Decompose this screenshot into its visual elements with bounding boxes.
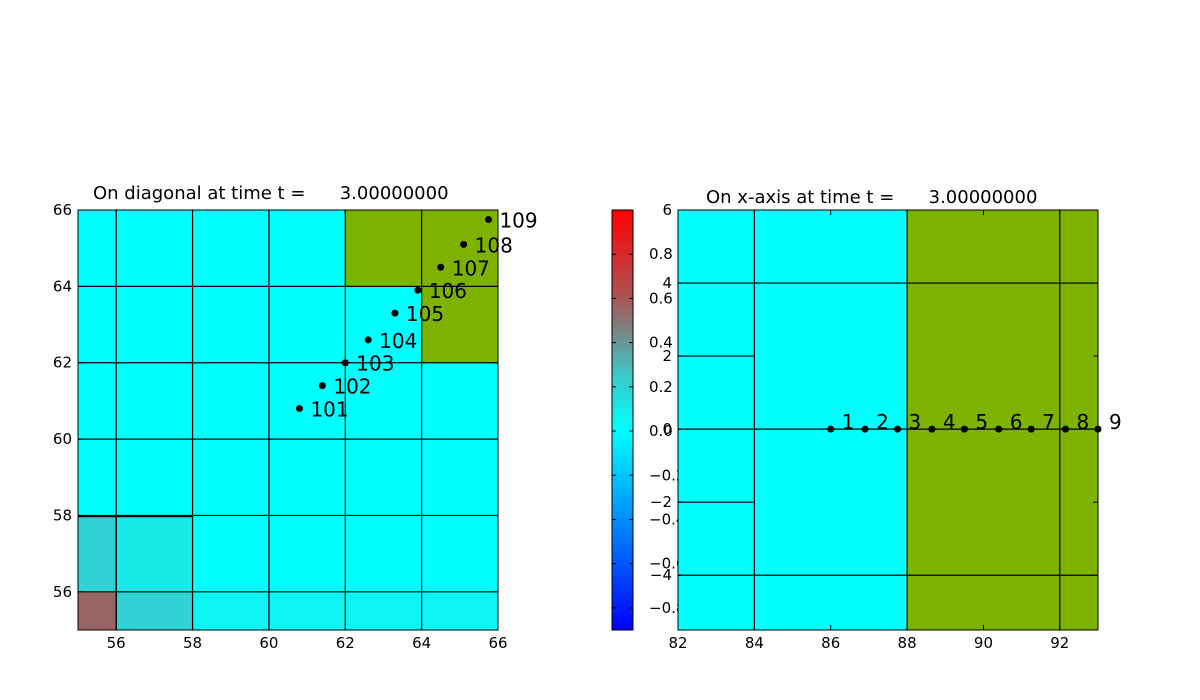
probe-point-label: 104 — [379, 329, 417, 353]
probe-point — [827, 425, 835, 433]
x-tick-label: 62 — [336, 634, 355, 652]
probe-point — [318, 382, 326, 390]
probe-point-label: 101 — [310, 398, 348, 422]
probe-point-label: 6 — [1010, 410, 1023, 434]
probe-point — [960, 425, 968, 433]
probe-point — [391, 309, 399, 317]
probe-point-label: 102 — [333, 375, 371, 399]
heat-cell — [78, 591, 117, 630]
heat-cell — [78, 515, 117, 592]
y-tick-label: 62 — [53, 354, 72, 372]
x-tick-label: 92 — [1050, 634, 1069, 652]
probe-point-label: 109 — [499, 209, 537, 233]
x-axis-panel-title: On x-axis at time t = 3.00000000 — [706, 187, 1037, 208]
y-tick-label: 2 — [662, 347, 672, 365]
heat-cell — [116, 515, 193, 592]
probe-point — [364, 336, 372, 344]
x-tick-label: 64 — [412, 634, 431, 652]
probe-point-label: 108 — [475, 233, 513, 257]
probe-point-label: 9 — [1109, 410, 1122, 434]
colorbar-tick-label: 0.6 — [649, 289, 673, 307]
probe-point — [484, 216, 492, 224]
probe-point-label: 5 — [975, 410, 988, 434]
x-tick-label: 84 — [745, 634, 764, 652]
colorbar-tick-label: −0.2 — [649, 466, 685, 484]
diagonal-plot-frame — [77, 209, 499, 631]
probe-point-label: 1 — [842, 410, 855, 434]
heat-cell — [116, 591, 193, 630]
colorbar: 0.8 0.6 0.4 0.2 0.0 −0.2 −0.4 −0.6 −0.8 — [611, 209, 685, 631]
x-tick-label: 90 — [974, 634, 993, 652]
y-tick-label: 66 — [53, 201, 72, 219]
probe-point — [295, 405, 303, 413]
probe-point-label: 4 — [943, 410, 956, 434]
colorbar-tick-label: 0.8 — [649, 245, 673, 263]
probe-point — [460, 240, 468, 248]
x-tick-label: 56 — [107, 634, 126, 652]
y-tick-label: 0 — [662, 420, 672, 438]
probe-point-label: 7 — [1042, 410, 1055, 434]
y-tick-label: 56 — [53, 583, 72, 601]
x-tick-label: 60 — [259, 634, 278, 652]
probe-point-label: 107 — [452, 256, 490, 280]
diagonal-panel-title: On diagonal at time t = 3.00000000 — [93, 183, 449, 204]
x-axis-plot-frame — [677, 209, 1099, 631]
heat-cell — [345, 210, 422, 287]
probe-point — [414, 286, 422, 294]
y-tick-label: 60 — [53, 430, 72, 448]
probe-point — [861, 425, 869, 433]
probe-point — [894, 425, 902, 433]
x-tick-label: 86 — [821, 634, 840, 652]
y-tick-label: 58 — [53, 506, 72, 524]
heat-cell — [907, 210, 1060, 630]
probe-point-label: 3 — [909, 410, 922, 434]
probe-point-label: 103 — [356, 352, 394, 376]
y-tick-label: 4 — [662, 274, 672, 292]
x-tick-label: 58 — [183, 634, 202, 652]
colorbar-tick-label: −0.4 — [649, 510, 685, 528]
colorbar-gradient — [611, 209, 634, 631]
diagonal-panel: On diagonal at time t = 3.00000000 56 58 6… — [53, 183, 538, 652]
probe-point — [928, 425, 936, 433]
x-tick-label: 88 — [898, 634, 917, 652]
heat-cell — [1059, 210, 1098, 630]
probe-point — [1062, 425, 1070, 433]
probe-point-label: 105 — [406, 302, 444, 326]
y-tick-label: 64 — [53, 277, 72, 295]
probe-point — [1027, 425, 1035, 433]
probe-point-label: 8 — [1077, 410, 1090, 434]
y-tick-label: −2 — [650, 493, 672, 511]
probe-point-label: 2 — [876, 410, 889, 434]
probe-point — [1094, 425, 1102, 433]
x-tick-label: 66 — [488, 634, 507, 652]
y-tick-label: 6 — [662, 201, 672, 219]
colorbar-tick-label: 0.0 — [649, 422, 673, 440]
colorbar-tick-label: −0.6 — [649, 555, 685, 573]
x-axis-panel: On x-axis at time t = 3.00000000 82 84 86 8… — [650, 187, 1122, 652]
y-tick-label: −4 — [650, 566, 672, 584]
colorbar-tick-label: −0.8 — [649, 599, 685, 617]
colorbar-tick-label: 0.4 — [649, 334, 673, 352]
x-tick-label: 82 — [668, 634, 687, 652]
probe-point — [995, 425, 1003, 433]
probe-point — [341, 359, 349, 367]
colorbar-tick-label: 0.2 — [649, 378, 673, 396]
probe-point-label: 106 — [429, 279, 467, 303]
probe-point — [437, 263, 445, 271]
